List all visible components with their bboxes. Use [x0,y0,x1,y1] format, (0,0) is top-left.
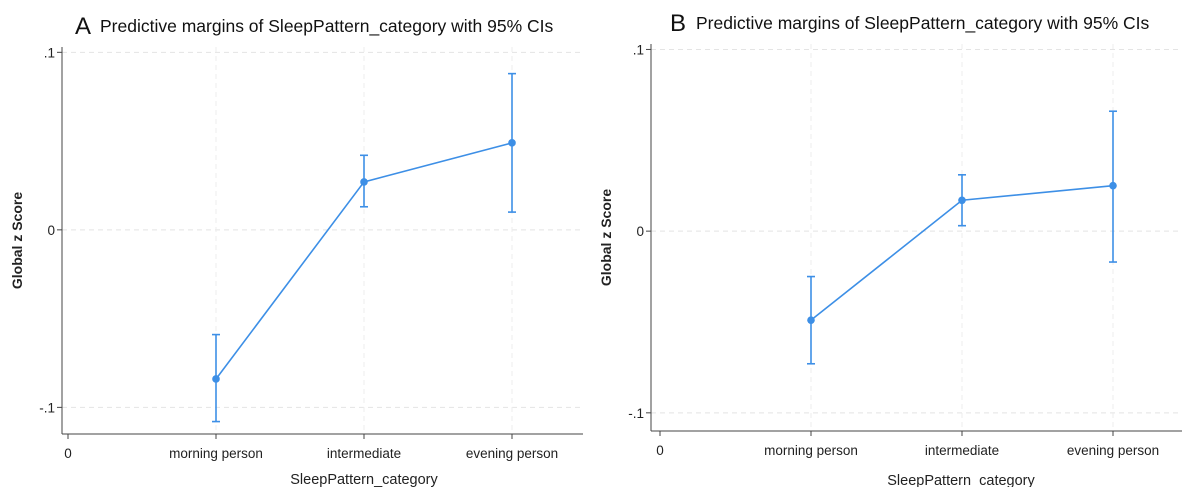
x-tick-label: 0 [656,443,664,458]
x-tick-label: evening person [466,446,558,461]
y-axis-title: Global z Score [598,189,614,286]
data-point [212,375,220,383]
x-tick-label: intermediate [925,443,999,458]
chart-panel-b: B Predictive margins of SleepPattern_cat… [594,0,1188,487]
data-point [807,316,815,324]
y-tick-label: 0 [636,224,644,239]
x-tick-label: morning person [764,443,858,458]
x-tick-label: 0 [64,446,72,461]
y-tick-label: -.1 [628,406,644,421]
chart-svg: -.1 0 .1 0 morning person intermediate evening… [9,45,583,487]
data-point [508,139,516,147]
y-tick-label: -.1 [39,400,55,415]
y-tick-label: .1 [44,45,55,60]
chart-title: Predictive margins of SleepPattern_categ… [696,13,1150,33]
x-axis-title: SleepPattern_category [887,473,1035,487]
data-point [360,178,368,186]
x-tick-label: morning person [169,446,263,461]
x-tick-label: intermediate [327,446,401,461]
y-tick-label: .1 [633,42,644,57]
data-point [1109,181,1117,190]
chart-title: Predictive margins of SleepPattern_categ… [100,16,554,36]
y-tick-label: 0 [47,223,55,238]
x-tick-label: evening person [1067,443,1159,458]
panel-label: B [670,10,687,37]
panel-label: A [75,13,92,40]
x-axis-title: SleepPattern_category [290,472,438,487]
chart-svg: -.1 0 .1 0 morning person intermediate evening… [598,42,1182,487]
y-axis-title: Global z Score [9,192,25,289]
data-point [958,196,966,205]
chart-panel-a: A Predictive margins of SleepPattern_cat… [9,13,583,487]
